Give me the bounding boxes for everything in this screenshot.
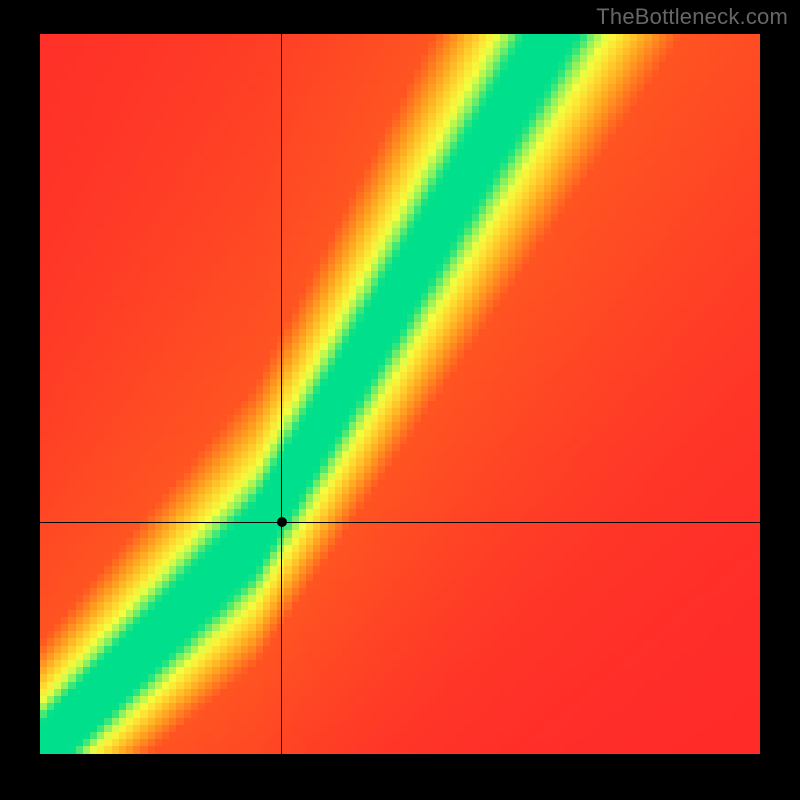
root: TheBottleneck.com xyxy=(0,0,800,800)
crosshair-vertical xyxy=(281,34,282,754)
crosshair-marker xyxy=(277,517,287,527)
watermark-text: TheBottleneck.com xyxy=(596,4,788,30)
crosshair-horizontal xyxy=(40,522,760,523)
heatmap-canvas xyxy=(40,34,760,754)
